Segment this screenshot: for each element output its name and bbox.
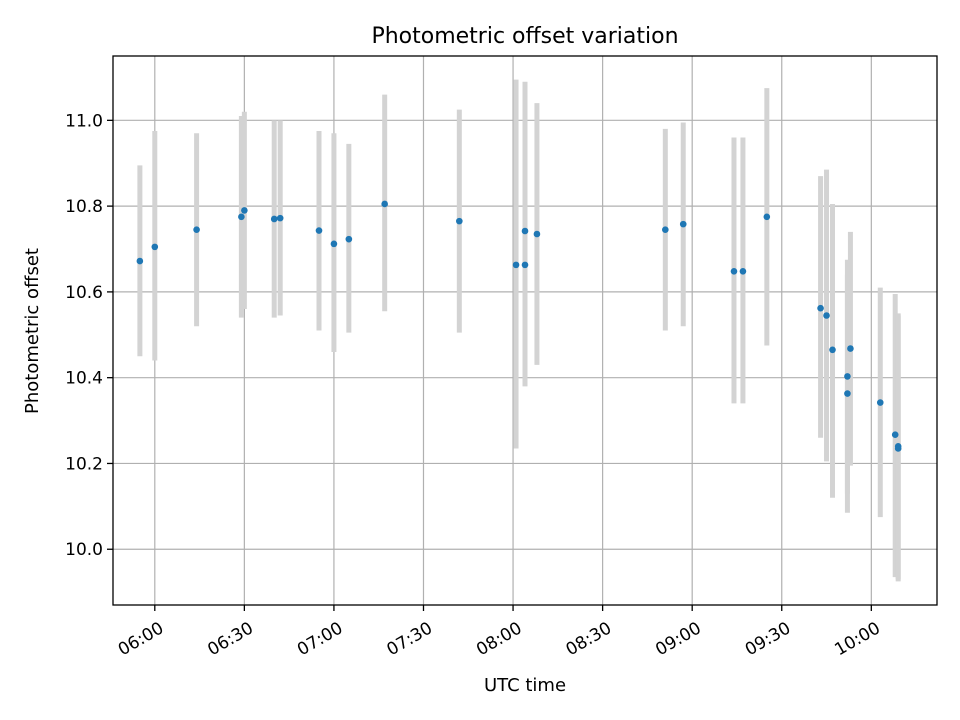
data-point [521,261,529,269]
data-point [456,217,463,225]
x-tick-label: 08:00 [473,618,525,660]
data-point [533,230,541,238]
data-point [763,213,771,221]
data-point [844,373,851,380]
data-point [847,345,854,352]
x-tick-label: 07:00 [294,618,346,660]
data-point [739,268,747,275]
y-tick-label: 11.0 [65,111,103,131]
data-point [276,214,284,222]
data-point [512,261,520,269]
y-axis-ticks: 10.0 10.2 10.4 10.6 10.8 11.0 [65,111,113,560]
data-points [136,200,902,452]
y-axis-label: Photometric offset [22,248,43,414]
data-point [876,399,884,406]
x-tick-label: 06:30 [204,618,256,660]
data-point [270,215,278,223]
data-point [136,257,144,265]
data-point [345,235,353,243]
data-point [730,268,738,275]
error-bars [137,79,901,582]
y-tick-label: 10.8 [65,197,103,217]
x-tick-label: 07:30 [384,618,436,660]
x-tick-label: 09:30 [742,618,794,660]
y-tick-label: 10.4 [65,369,103,389]
data-point [829,346,836,354]
data-point [238,213,245,221]
data-point [193,226,200,234]
data-point [844,390,851,397]
x-tick-label: 10:00 [831,618,883,660]
data-point [823,312,830,319]
data-point [817,304,824,312]
data-point [891,431,899,439]
plot-frame [112,55,938,606]
y-tick-label: 10.0 [65,540,103,560]
data-point [330,240,338,248]
x-axis-label: UTC time [484,675,566,696]
data-point [521,227,529,235]
data-point [662,226,669,234]
data-point [381,200,388,208]
data-point [679,220,687,228]
chart-title: Photometric offset variation [371,24,678,49]
data-point [241,207,248,214]
x-tick-label: 06:00 [115,618,167,660]
data-point [894,445,902,452]
y-tick-label: 10.6 [65,283,103,303]
x-axis-ticks: 06:00 06:30 07:00 07:30 08:00 08:30 09:00 09:30… [115,605,884,660]
y-tick-label: 10.2 [65,454,103,474]
data-point [315,227,323,234]
data-point [151,243,159,251]
x-tick-label: 08:30 [563,618,615,660]
x-tick-label: 09:00 [652,618,704,660]
